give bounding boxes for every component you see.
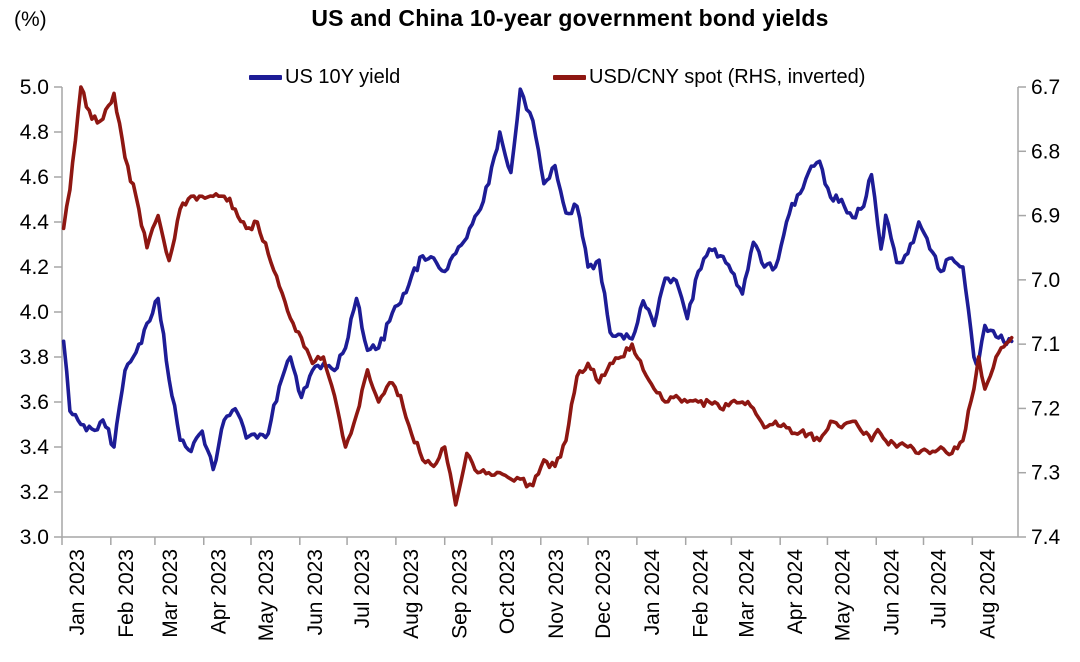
- x-axis-tick-label: Aug 2024: [976, 549, 999, 639]
- x-axis-tick-label: May 2024: [831, 549, 854, 642]
- legend-label-usdcny: USD/CNY spot (RHS, inverted): [589, 66, 866, 88]
- x-axis-tick-label: Dec 2023: [592, 549, 615, 639]
- right-axis-tick-label: 6.9: [1031, 205, 1060, 228]
- x-axis-tick-label: Feb 2023: [115, 549, 138, 638]
- x-axis-tick-label: May 2023: [255, 549, 278, 641]
- right-axis-tick-label: 7.2: [1031, 397, 1060, 420]
- left-axis-tick-label: 5.0: [20, 76, 49, 99]
- x-axis-tick-label: Mar 2024: [735, 549, 758, 638]
- x-axis-tick-label: Jun 2023: [304, 549, 327, 635]
- left-axis-tick-label: 4.8: [20, 121, 49, 144]
- x-axis-tick-label: Feb 2024: [690, 549, 713, 638]
- legend-item-us10y: US 10Y yield: [249, 66, 400, 89]
- right-axis-tick-label: 7.4: [1031, 526, 1061, 549]
- left-axis-unit-label: (%): [14, 8, 47, 31]
- right-axis-tick-label: 6.7: [1031, 76, 1060, 99]
- x-axis-tick-label: Aug 2023: [400, 549, 423, 639]
- left-axis-tick-label: 4.0: [20, 301, 49, 324]
- x-axis-tick-label: Jan 2024: [641, 549, 664, 636]
- legend-label-us10y: US 10Y yield: [285, 66, 401, 88]
- series-line-us10y: [61, 87, 1014, 472]
- right-axis-tick-label: 7.0: [1031, 269, 1060, 292]
- right-axis-tick-label: 6.8: [1031, 140, 1060, 163]
- x-axis-tick-label: Jul 2023: [351, 549, 374, 628]
- left-axis-tick-label: 3.8: [20, 346, 49, 369]
- legend-item-usdcny: USD/CNY spot (RHS, inverted): [553, 66, 865, 89]
- right-axis-tick-label: 7.3: [1031, 462, 1060, 485]
- x-axis-tick-label: Apr 2023: [208, 549, 231, 634]
- x-axis-tick-label: Jan 2023: [66, 549, 89, 635]
- left-axis-tick-label: 3.2: [20, 481, 49, 504]
- left-axis-tick-label: 3.6: [20, 391, 49, 414]
- left-axis-tick-label: 4.6: [20, 166, 49, 189]
- legend-marker-us10y-icon: [249, 75, 282, 80]
- left-axis-tick-label: 3.4: [20, 436, 50, 459]
- series-line-usdcny: [61, 85, 1014, 507]
- x-axis-tick-label: Nov 2023: [545, 549, 568, 639]
- left-axis-tick-label: 4.4: [20, 211, 50, 234]
- left-axis-tick-label: 3.0: [20, 526, 49, 549]
- x-axis-tick-label: Mar 2023: [159, 549, 182, 638]
- x-axis-tick-label: Sep 2023: [449, 549, 472, 639]
- right-axis-tick-label: 7.1: [1031, 333, 1060, 356]
- x-axis-tick-label: Apr 2024: [784, 549, 807, 635]
- legend-marker-usdcny-icon: [553, 75, 586, 80]
- x-axis-tick-label: Jul 2024: [928, 549, 951, 629]
- chart-title: US and China 10-year government bond yie…: [311, 5, 829, 31]
- x-axis-tick-label: Oct 2023: [496, 549, 519, 634]
- x-axis-tick-label: Jun 2024: [880, 549, 903, 636]
- left-axis-tick-label: 4.2: [20, 256, 49, 279]
